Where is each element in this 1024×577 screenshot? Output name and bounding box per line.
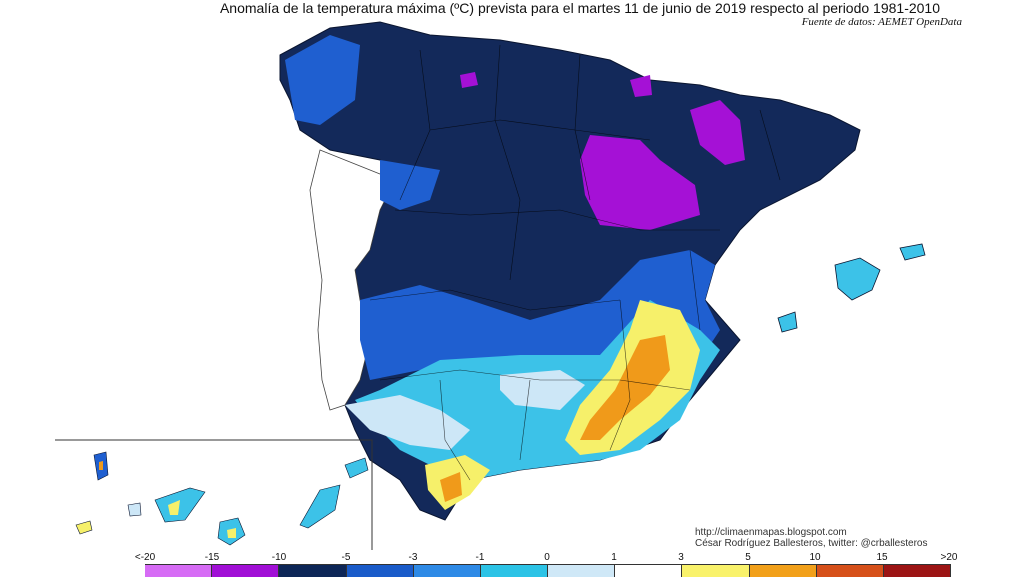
legend-swatch [413, 565, 481, 577]
legend-label: 1 [611, 552, 617, 563]
blue-patch-west [380, 160, 440, 210]
legend-swatch [749, 565, 817, 577]
legend-label: 0 [544, 552, 550, 563]
canary-inset-border [55, 439, 373, 550]
map-title: Anomalía de la temperatura máxima (ºC) p… [219, 0, 941, 16]
lanzarote [344, 457, 369, 479]
legend-label: >20 [940, 552, 958, 563]
tenerife [154, 487, 206, 523]
tenerife-core [168, 500, 180, 515]
legend-swatch [548, 565, 616, 577]
la-palma-core [99, 461, 103, 470]
light-blue-zone [345, 395, 470, 450]
portugal-area [309, 149, 396, 411]
orange-zone [580, 335, 670, 440]
legend-swatch [279, 565, 347, 577]
mallorca [834, 257, 881, 301]
province-boundaries [369, 44, 781, 481]
legend-label: 5 [745, 552, 751, 563]
legend-label: -15 [204, 552, 220, 563]
legend-label: 15 [876, 552, 888, 563]
legend-swatch [346, 565, 414, 577]
legend-swatch [145, 565, 213, 577]
credits: http://climaenmapas.blogspot.com César R… [695, 527, 927, 549]
fuerteventura [299, 484, 341, 529]
legend-labels: <-20 -15 -10 -5 -3 -1 0 1 3 5 10 15 >20 [0, 552, 1024, 564]
legend-swatch [883, 565, 952, 577]
menorca [899, 243, 926, 261]
legend-swatch [682, 565, 750, 577]
hierro [75, 520, 93, 535]
legend-color-bar [145, 564, 952, 577]
blue-patch-northwest [285, 35, 360, 125]
legend-swatch [816, 565, 884, 577]
credits-url[interactable]: http://climaenmapas.blogspot.com [695, 527, 847, 538]
data-source: Fuente de datos: AEMET OpenData [801, 16, 962, 28]
purple-zone-pyrenees [690, 100, 745, 165]
credits-author: César Rodríguez Ballesteros, twitter: @c… [695, 538, 928, 549]
legend-label: -3 [408, 552, 418, 563]
legend-swatch [212, 565, 280, 577]
purple-patch-navarra [630, 75, 652, 97]
legend-label: -10 [271, 552, 287, 563]
purple-zone-ebro [580, 135, 700, 230]
gran-canaria-core [227, 528, 236, 538]
ibiza [777, 311, 798, 333]
legend-swatch [480, 565, 549, 577]
legend-label: <-20 [134, 552, 156, 563]
gomera [127, 502, 142, 517]
purple-patch-north [460, 72, 478, 88]
legend-label: -5 [341, 552, 351, 563]
legend-label: 3 [678, 552, 684, 563]
legend-label: -1 [475, 552, 485, 563]
orange-zone-malaga [440, 472, 462, 502]
legend-label: 10 [809, 552, 821, 563]
legend-swatch [615, 565, 683, 577]
